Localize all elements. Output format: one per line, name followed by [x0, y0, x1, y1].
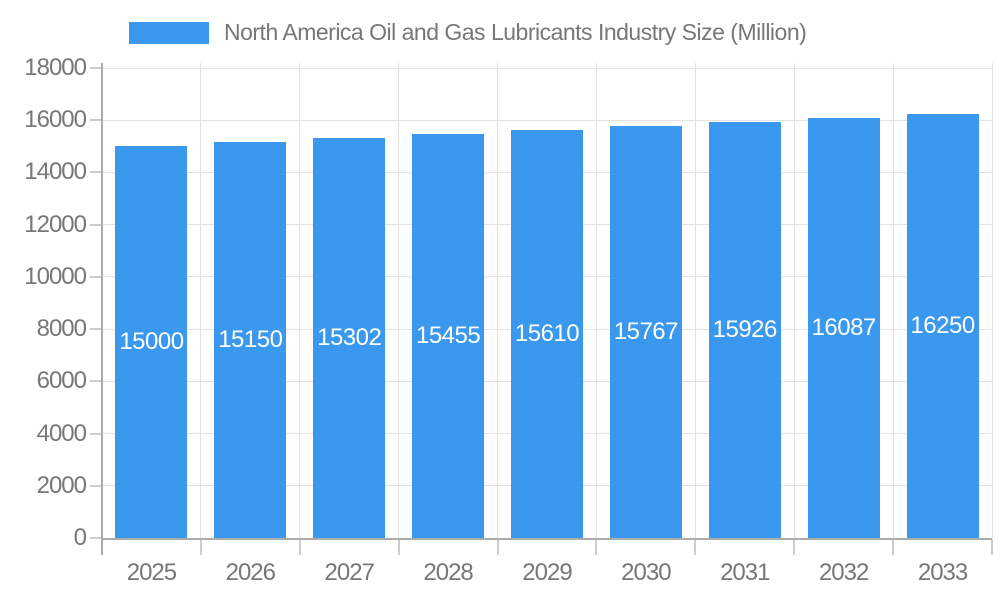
x-axis-tick	[298, 539, 301, 555]
x-tick-label: 2030	[621, 559, 671, 586]
x-tick-label: 2031	[720, 559, 770, 586]
y-axis-tick	[90, 171, 102, 174]
x-axis-tick	[595, 539, 598, 555]
bar-value-label: 16250	[910, 311, 975, 339]
x-axis-tick	[991, 539, 993, 555]
y-axis-tick	[90, 432, 102, 435]
bar	[115, 146, 188, 538]
y-tick-label: 16000	[24, 106, 87, 134]
x-gridline	[497, 63, 499, 538]
x-gridline	[299, 63, 301, 538]
x-tick-label: 2028	[423, 559, 473, 586]
y-tick-label: 8000	[36, 315, 87, 343]
x-gridline	[991, 63, 993, 538]
bar-value-label: 15150	[218, 326, 283, 354]
y-tick-label: 2000	[36, 471, 87, 499]
bar-value-label: 15610	[514, 320, 580, 348]
legend-item[interactable]: North America Oil and Gas Lubricants Ind…	[129, 19, 807, 46]
y-gridline	[102, 119, 992, 121]
bar-value-label: 15000	[119, 328, 184, 356]
bar	[214, 142, 287, 538]
legend-label: North America Oil and Gas Lubricants Ind…	[224, 19, 807, 45]
bar-value-label: 15767	[613, 318, 679, 346]
y-axis-tick	[90, 380, 102, 383]
y-tick-label: 6000	[36, 367, 87, 395]
x-axis-tick	[496, 539, 499, 555]
legend-swatch-icon	[129, 21, 209, 44]
x-tick-label: 2025	[126, 559, 177, 586]
x-axis-line	[102, 538, 992, 540]
x-axis-tick	[199, 539, 202, 555]
x-gridline	[694, 63, 696, 538]
y-tick-label: 18000	[24, 54, 87, 81]
bar-value-label: 16087	[811, 313, 877, 341]
x-axis-tick	[397, 539, 400, 555]
y-axis-tick	[90, 275, 102, 278]
x-tick-label: 2029	[522, 559, 572, 586]
y-tick-label: 0	[73, 524, 87, 551]
bar	[412, 134, 485, 538]
bar	[609, 126, 682, 538]
x-axis-tick	[892, 539, 895, 555]
x-gridline	[398, 63, 400, 538]
bar	[906, 113, 979, 538]
x-tick-label: 2026	[225, 559, 276, 586]
x-gridline	[793, 63, 795, 538]
y-axis-tick	[90, 223, 102, 226]
bar	[313, 138, 386, 538]
bar-value-label: 15302	[317, 324, 382, 352]
y-tick-label: 4000	[36, 419, 87, 447]
bar	[807, 117, 880, 538]
y-axis-tick	[90, 537, 102, 539]
y-gridline	[102, 67, 992, 69]
y-tick-label: 14000	[24, 158, 87, 186]
x-gridline	[892, 63, 894, 538]
x-axis-tick	[793, 539, 796, 555]
x-gridline	[595, 63, 597, 538]
y-axis-tick	[90, 328, 102, 331]
x-axis-tick	[694, 539, 697, 555]
y-axis-line	[101, 63, 103, 555]
y-axis-tick	[90, 119, 102, 122]
y-axis-tick	[90, 484, 102, 487]
bar-value-label: 15926	[712, 316, 778, 344]
y-tick-label: 12000	[24, 210, 87, 238]
y-axis-tick	[90, 67, 102, 69]
bar-value-label: 15455	[415, 322, 481, 350]
y-tick-label: 10000	[24, 262, 87, 290]
x-gridline	[200, 63, 202, 538]
x-tick-label: 2033	[917, 559, 968, 586]
x-tick-label: 2027	[324, 559, 375, 586]
bar	[511, 130, 583, 538]
x-tick-label: 2032	[818, 559, 869, 586]
bar	[708, 122, 781, 538]
